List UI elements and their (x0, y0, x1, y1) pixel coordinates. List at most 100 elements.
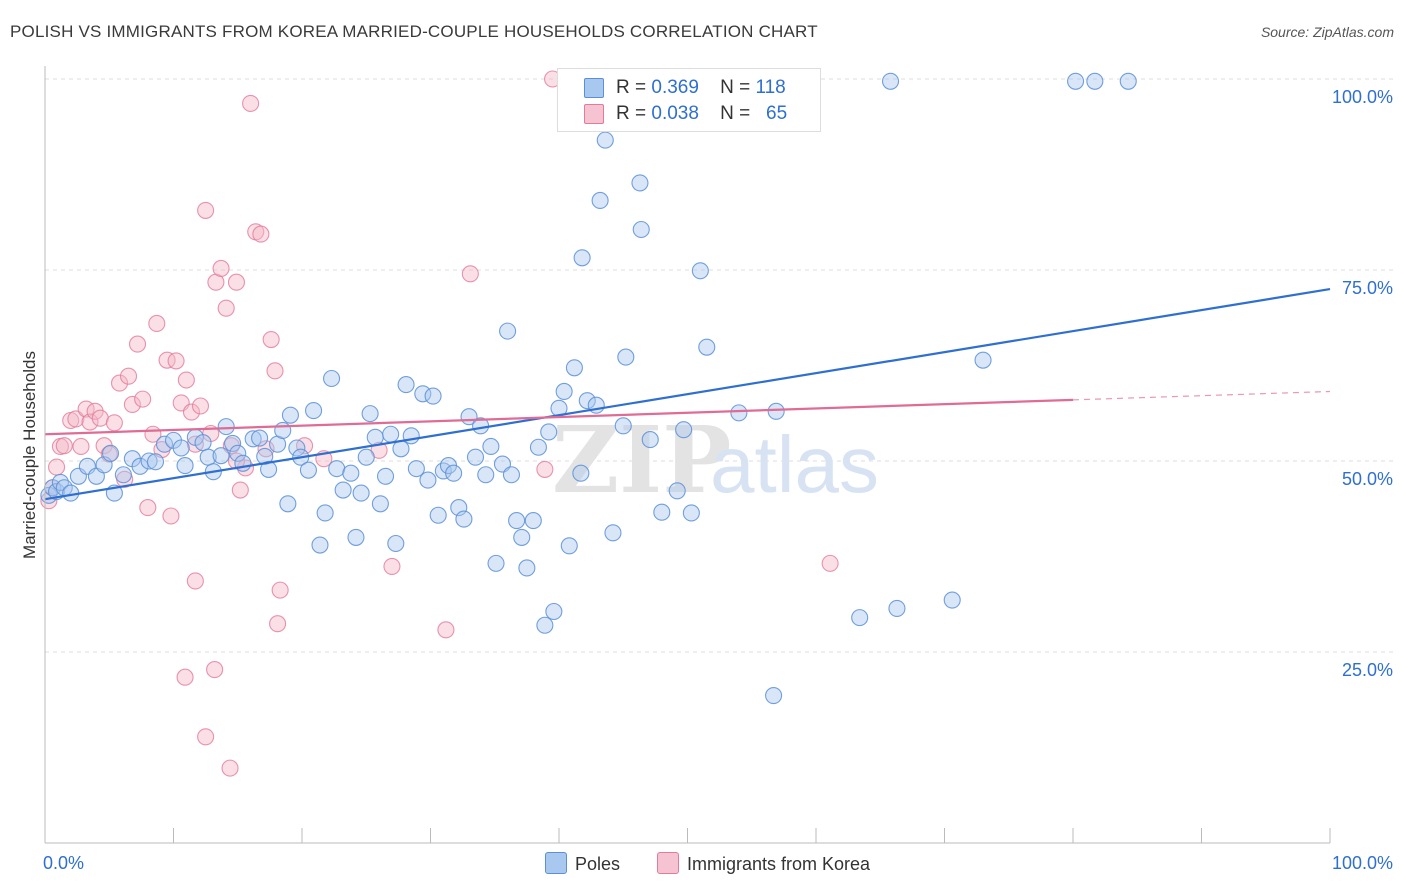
poles-point (101, 444, 120, 462)
poles-point (1086, 72, 1104, 90)
poles-point (565, 359, 583, 377)
poles-swatch (584, 78, 604, 98)
poles-point (414, 385, 432, 403)
korea-point (128, 335, 147, 353)
trend-lines (44, 288, 1331, 501)
korea-point (119, 367, 138, 385)
poles-point (234, 454, 252, 472)
y-tick-label: 25.0% (1342, 660, 1393, 680)
poles-point (305, 402, 323, 420)
x-tick-label-min: 0.0% (43, 853, 84, 873)
bottom-legend-korea: Immigrants from Korea (657, 852, 870, 875)
korea-point (231, 481, 249, 499)
korea-point (48, 458, 66, 476)
poles-point (560, 537, 578, 555)
korea-point (72, 437, 90, 456)
axes: 25.0% 50.0% 75.0% 100.0% 0.0% 100.0% (43, 66, 1393, 873)
poles-point (529, 438, 547, 456)
legend-n-label: N = (720, 103, 751, 124)
poles-point (524, 512, 542, 530)
poles-point (508, 512, 526, 530)
korea-point (167, 352, 185, 370)
korea-point (148, 314, 166, 333)
korea-point (197, 728, 215, 746)
korea-points (40, 70, 839, 777)
korea-point (105, 414, 123, 432)
poles-point (342, 464, 360, 482)
poles-point (382, 425, 400, 443)
poles-point (617, 348, 635, 366)
source-label: Source: ZipAtlas.com (1260, 24, 1394, 40)
poles-point (279, 495, 297, 513)
poles-point (274, 421, 292, 439)
korea-point (437, 621, 455, 639)
korea-point (91, 409, 109, 427)
poles-point (555, 382, 573, 401)
poles-point (668, 482, 686, 500)
poles-point (881, 72, 900, 90)
korea-point (227, 273, 246, 291)
y-tick-label: 75.0% (1342, 278, 1393, 298)
korea-legend-label: Immigrants from Korea (687, 854, 871, 874)
poles-point (311, 536, 329, 554)
legend-r-label: R = (616, 77, 647, 98)
watermark-zip: ZIP (552, 406, 731, 514)
poles-point (596, 131, 614, 149)
poles-point (572, 464, 590, 482)
legend-r-value-korea: 0.038 (651, 103, 699, 124)
y-tick-label: 50.0% (1342, 469, 1393, 489)
poles-point (366, 428, 384, 446)
poles-point (513, 528, 531, 546)
poles-point (730, 404, 748, 422)
korea-point (182, 403, 201, 421)
korea-point (217, 299, 235, 317)
korea-point (461, 265, 479, 283)
korea-point (262, 330, 280, 349)
watermark-atlas: atlas (710, 420, 879, 509)
poles-point (641, 431, 659, 449)
korea-point (252, 225, 270, 243)
korea-point (269, 615, 287, 633)
legend-r-label: R = (616, 103, 647, 124)
poles-point (407, 460, 425, 478)
poles-point (851, 609, 869, 627)
poles-point (487, 554, 505, 572)
poles-point (334, 481, 352, 499)
korea-point (186, 572, 204, 590)
poles-point (614, 417, 632, 435)
poles-point (682, 504, 700, 522)
poles-point (361, 405, 379, 423)
korea-trend-line (44, 398, 1074, 436)
poles-point (974, 351, 992, 369)
grid-layer (45, 78, 1395, 653)
poles-point (767, 402, 785, 420)
poles-point (631, 174, 649, 192)
poles-point (387, 534, 405, 553)
poles-point (212, 447, 230, 465)
poles-point (256, 447, 274, 465)
korea-point (271, 581, 289, 599)
korea-point (86, 402, 104, 420)
poles-point (224, 434, 242, 452)
poles-point (455, 510, 473, 528)
poles-point (578, 392, 596, 410)
korea-point (177, 371, 195, 389)
poles-point (429, 506, 447, 524)
korea-point (110, 374, 129, 392)
korea-point (206, 661, 224, 679)
korea-point (123, 395, 141, 414)
chart-title: POLISH VS IMMIGRANTS FROM KOREA MARRIED-… (10, 22, 818, 41)
y-tick-label: 100.0% (1332, 87, 1393, 107)
poles-point (1119, 72, 1137, 90)
legend-r-value-poles: 0.369 (651, 77, 699, 98)
korea-point (383, 557, 401, 575)
poles-point (545, 602, 563, 621)
poles-point (1067, 72, 1085, 90)
poles-point (604, 524, 622, 542)
poles-point (217, 418, 235, 436)
poles-point (499, 322, 517, 340)
poles-point (281, 406, 299, 424)
poles-points (40, 72, 1137, 705)
poles-point (675, 421, 693, 439)
